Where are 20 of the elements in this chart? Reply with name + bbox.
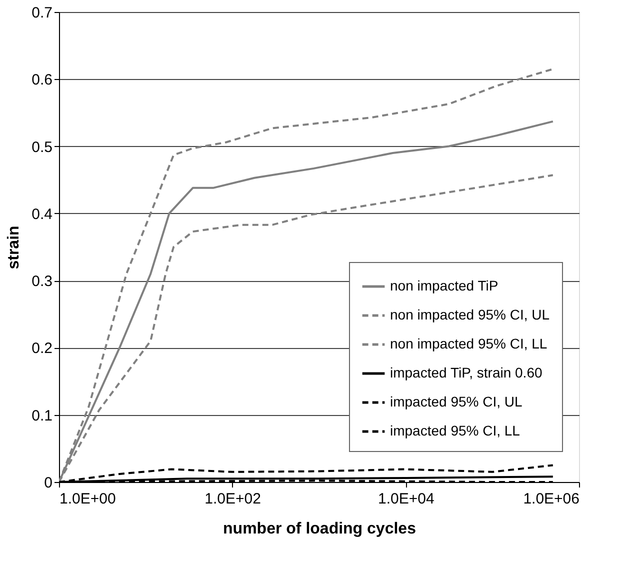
y-tick-label: 0.3: [32, 273, 52, 290]
x-tick-label: 1.0E+02: [204, 490, 261, 508]
y-tick-label: 0: [44, 474, 52, 492]
x-tick-label: 1.0E+00: [60, 490, 116, 508]
legend-label: non impacted 95% CI, LL: [390, 336, 548, 352]
y-tick-label: 0.2: [32, 340, 52, 358]
x-tick-label: 1.0E+06: [523, 490, 580, 508]
y-tick-label: 0.6: [32, 72, 52, 89]
legend-label: non impacted 95% CI, UL: [390, 306, 550, 322]
y-tick-label: 0.5: [32, 138, 52, 156]
legend-label: impacted TiP, strain 0.60: [390, 364, 542, 380]
y-tick-label: 0.4: [32, 206, 52, 223]
y-tick-label: 0.7: [32, 4, 52, 22]
x-tick-label: 1.0E+04: [378, 490, 434, 508]
x-axis-title: number of loading cycles: [223, 520, 416, 538]
legend-label: impacted 95% CI, LL: [390, 422, 520, 438]
y-tick-label: 0.1: [32, 407, 52, 424]
legend-label: impacted 95% CI, UL: [390, 394, 522, 410]
legend-label: non impacted TiP: [390, 278, 498, 294]
y-axis-title: strain: [6, 226, 23, 270]
